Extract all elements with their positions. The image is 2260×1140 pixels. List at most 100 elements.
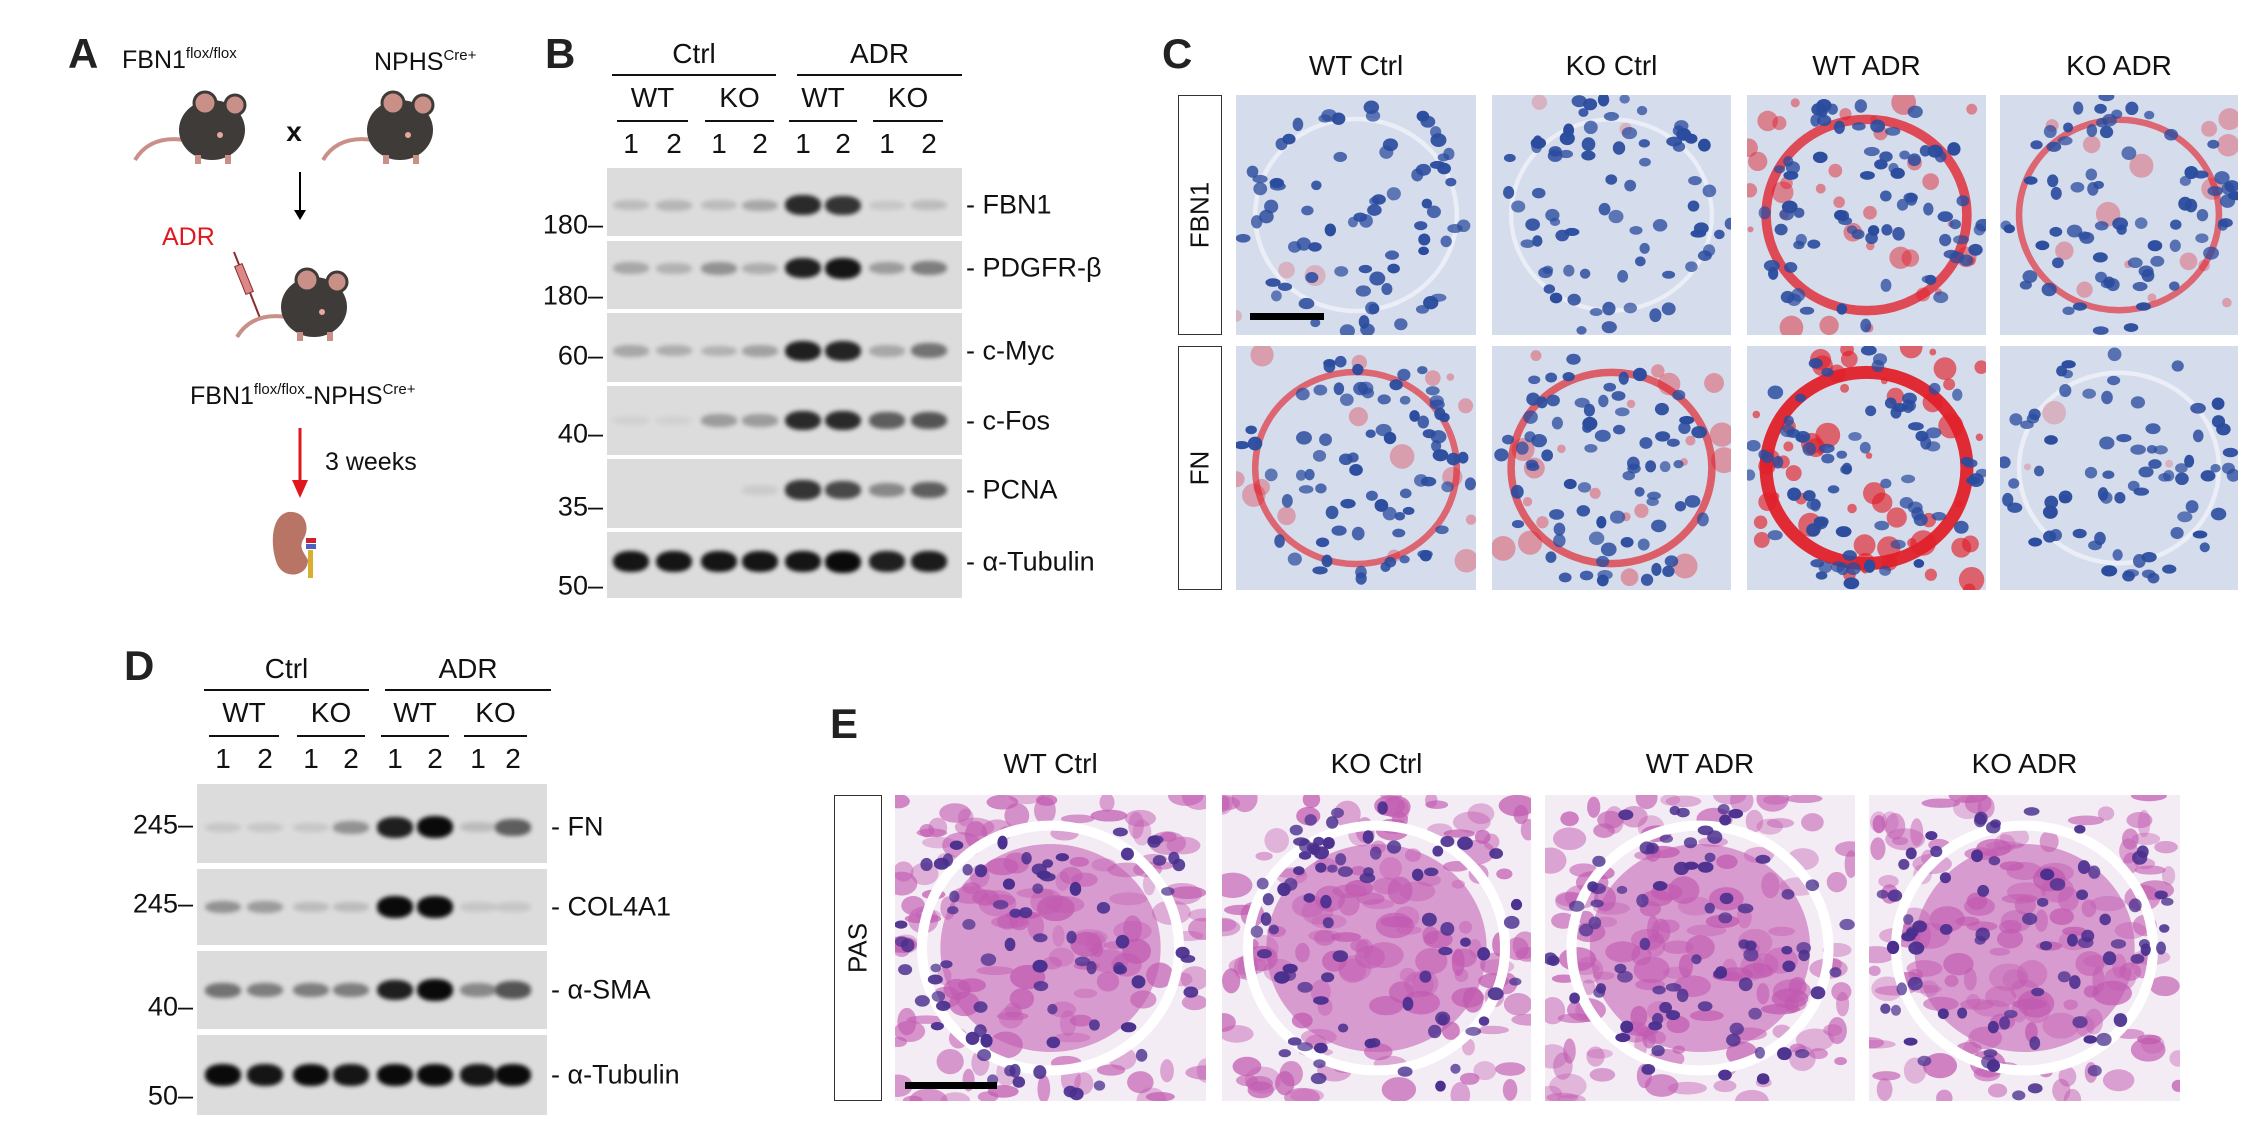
mw-value: 60 bbox=[557, 340, 588, 371]
protein-band bbox=[825, 257, 861, 279]
protein-band bbox=[701, 486, 737, 494]
group-underline bbox=[797, 74, 962, 76]
mw-value: 40 bbox=[147, 991, 178, 1022]
protein-band bbox=[911, 261, 947, 276]
mw-value: 35 bbox=[557, 491, 588, 522]
mw-value: 245 bbox=[132, 888, 178, 919]
protein-band bbox=[613, 486, 649, 494]
genotype-underline bbox=[297, 735, 365, 737]
syringe-icon bbox=[233, 251, 261, 319]
protein-band bbox=[613, 345, 649, 357]
micrograph-image bbox=[1503, 95, 1731, 335]
group-underline bbox=[612, 74, 776, 76]
genotype-sup: flox/flox bbox=[185, 45, 237, 62]
protein-band bbox=[377, 979, 413, 1001]
row-label-box: FN bbox=[1178, 346, 1222, 590]
protein-band bbox=[656, 416, 692, 425]
protein-band bbox=[785, 410, 821, 431]
lane-number: 1 bbox=[795, 128, 811, 159]
protein-band bbox=[656, 551, 692, 573]
column-header: KO Ctrl bbox=[1565, 50, 1658, 81]
mouse-icon bbox=[133, 90, 247, 164]
protein-band bbox=[785, 257, 821, 279]
micrograph bbox=[1869, 795, 2180, 1101]
genotype-underline bbox=[381, 735, 449, 737]
protein-band bbox=[701, 345, 737, 357]
protein-label: - FN bbox=[551, 812, 604, 843]
row-label-box: PAS bbox=[834, 795, 882, 1101]
protein-band bbox=[869, 200, 905, 211]
genotype-base: FBN1 bbox=[122, 46, 186, 74]
genotype-underline bbox=[705, 120, 774, 122]
group-header: Ctrl bbox=[264, 653, 309, 684]
protein-name: α-Tubulin bbox=[982, 546, 1095, 577]
genotype-sup: Cre+ bbox=[443, 47, 477, 64]
mw-marker: 50– bbox=[558, 571, 603, 602]
protein-band bbox=[205, 982, 241, 998]
protein-band bbox=[495, 1064, 531, 1086]
lane-number: 2 bbox=[921, 128, 937, 159]
protein-label: - COL4A1 bbox=[551, 892, 671, 923]
lane-number: 1 bbox=[879, 128, 895, 159]
treatment-label: ADR bbox=[162, 223, 215, 251]
protein-band bbox=[417, 896, 453, 918]
panel-label-e: E bbox=[830, 700, 859, 747]
micrograph-image bbox=[1236, 100, 1471, 335]
mw-value: 180 bbox=[542, 280, 588, 311]
mw-marker: 60– bbox=[558, 341, 603, 372]
micrograph-image bbox=[1747, 346, 1986, 590]
protein-band bbox=[333, 901, 369, 913]
genotype-underline bbox=[873, 120, 943, 122]
blot-strip--sma bbox=[197, 951, 547, 1029]
protein-band bbox=[247, 1064, 283, 1086]
panel-label-d: D bbox=[124, 642, 155, 689]
protein-band bbox=[460, 822, 496, 833]
protein-band bbox=[785, 480, 821, 500]
protein-band bbox=[247, 822, 283, 833]
parent1-genotype: FBN1flox/flox bbox=[122, 45, 237, 74]
tick-mark: - bbox=[551, 891, 568, 922]
tick-mark: - bbox=[551, 974, 568, 1005]
kidney-icon bbox=[272, 511, 316, 578]
mw-marker: 245– bbox=[133, 810, 193, 841]
genotype-base: FBN1 bbox=[190, 382, 254, 410]
micrograph-image bbox=[2000, 95, 2238, 335]
row-label: FBN1 bbox=[1184, 181, 1215, 249]
tick-mark: – bbox=[177, 1080, 193, 1111]
protein-band bbox=[742, 414, 778, 427]
mw-marker: 50– bbox=[148, 1081, 193, 1112]
micrograph bbox=[1492, 346, 1731, 590]
protein-band bbox=[293, 822, 329, 833]
mw-marker: 40– bbox=[558, 419, 603, 450]
mouse-icon bbox=[321, 90, 435, 164]
protein-band bbox=[613, 551, 649, 573]
protein-band bbox=[377, 817, 413, 838]
protein-band bbox=[825, 550, 861, 573]
tick-mark: - bbox=[966, 474, 983, 505]
blot-strip-c-myc bbox=[607, 313, 962, 382]
protein-band bbox=[656, 262, 692, 274]
genotype-sup: flox/flox bbox=[253, 381, 305, 398]
protein-band bbox=[911, 200, 947, 211]
micrograph-image bbox=[1236, 346, 1476, 585]
micrograph-image bbox=[1869, 795, 2180, 1101]
protein-name: PCNA bbox=[982, 474, 1058, 505]
tick-mark: – bbox=[587, 418, 603, 449]
mouse-icon bbox=[235, 267, 349, 341]
protein-band bbox=[460, 983, 496, 997]
lane-number: 2 bbox=[666, 128, 682, 159]
protein-band bbox=[785, 340, 821, 362]
protein-band bbox=[613, 200, 649, 211]
lane-number: 2 bbox=[752, 128, 768, 159]
protein-band bbox=[785, 551, 821, 573]
lane-number: 2 bbox=[257, 743, 273, 774]
scale-bar bbox=[1250, 313, 1324, 320]
protein-band bbox=[911, 411, 947, 430]
tick-mark: - bbox=[966, 546, 983, 577]
tick-mark: - bbox=[966, 189, 983, 220]
protein-band bbox=[869, 262, 905, 275]
micrograph-image bbox=[1492, 350, 1731, 587]
mw-marker: 40– bbox=[148, 992, 193, 1023]
lane-number: 1 bbox=[215, 743, 231, 774]
mw-value: 50 bbox=[557, 570, 588, 601]
